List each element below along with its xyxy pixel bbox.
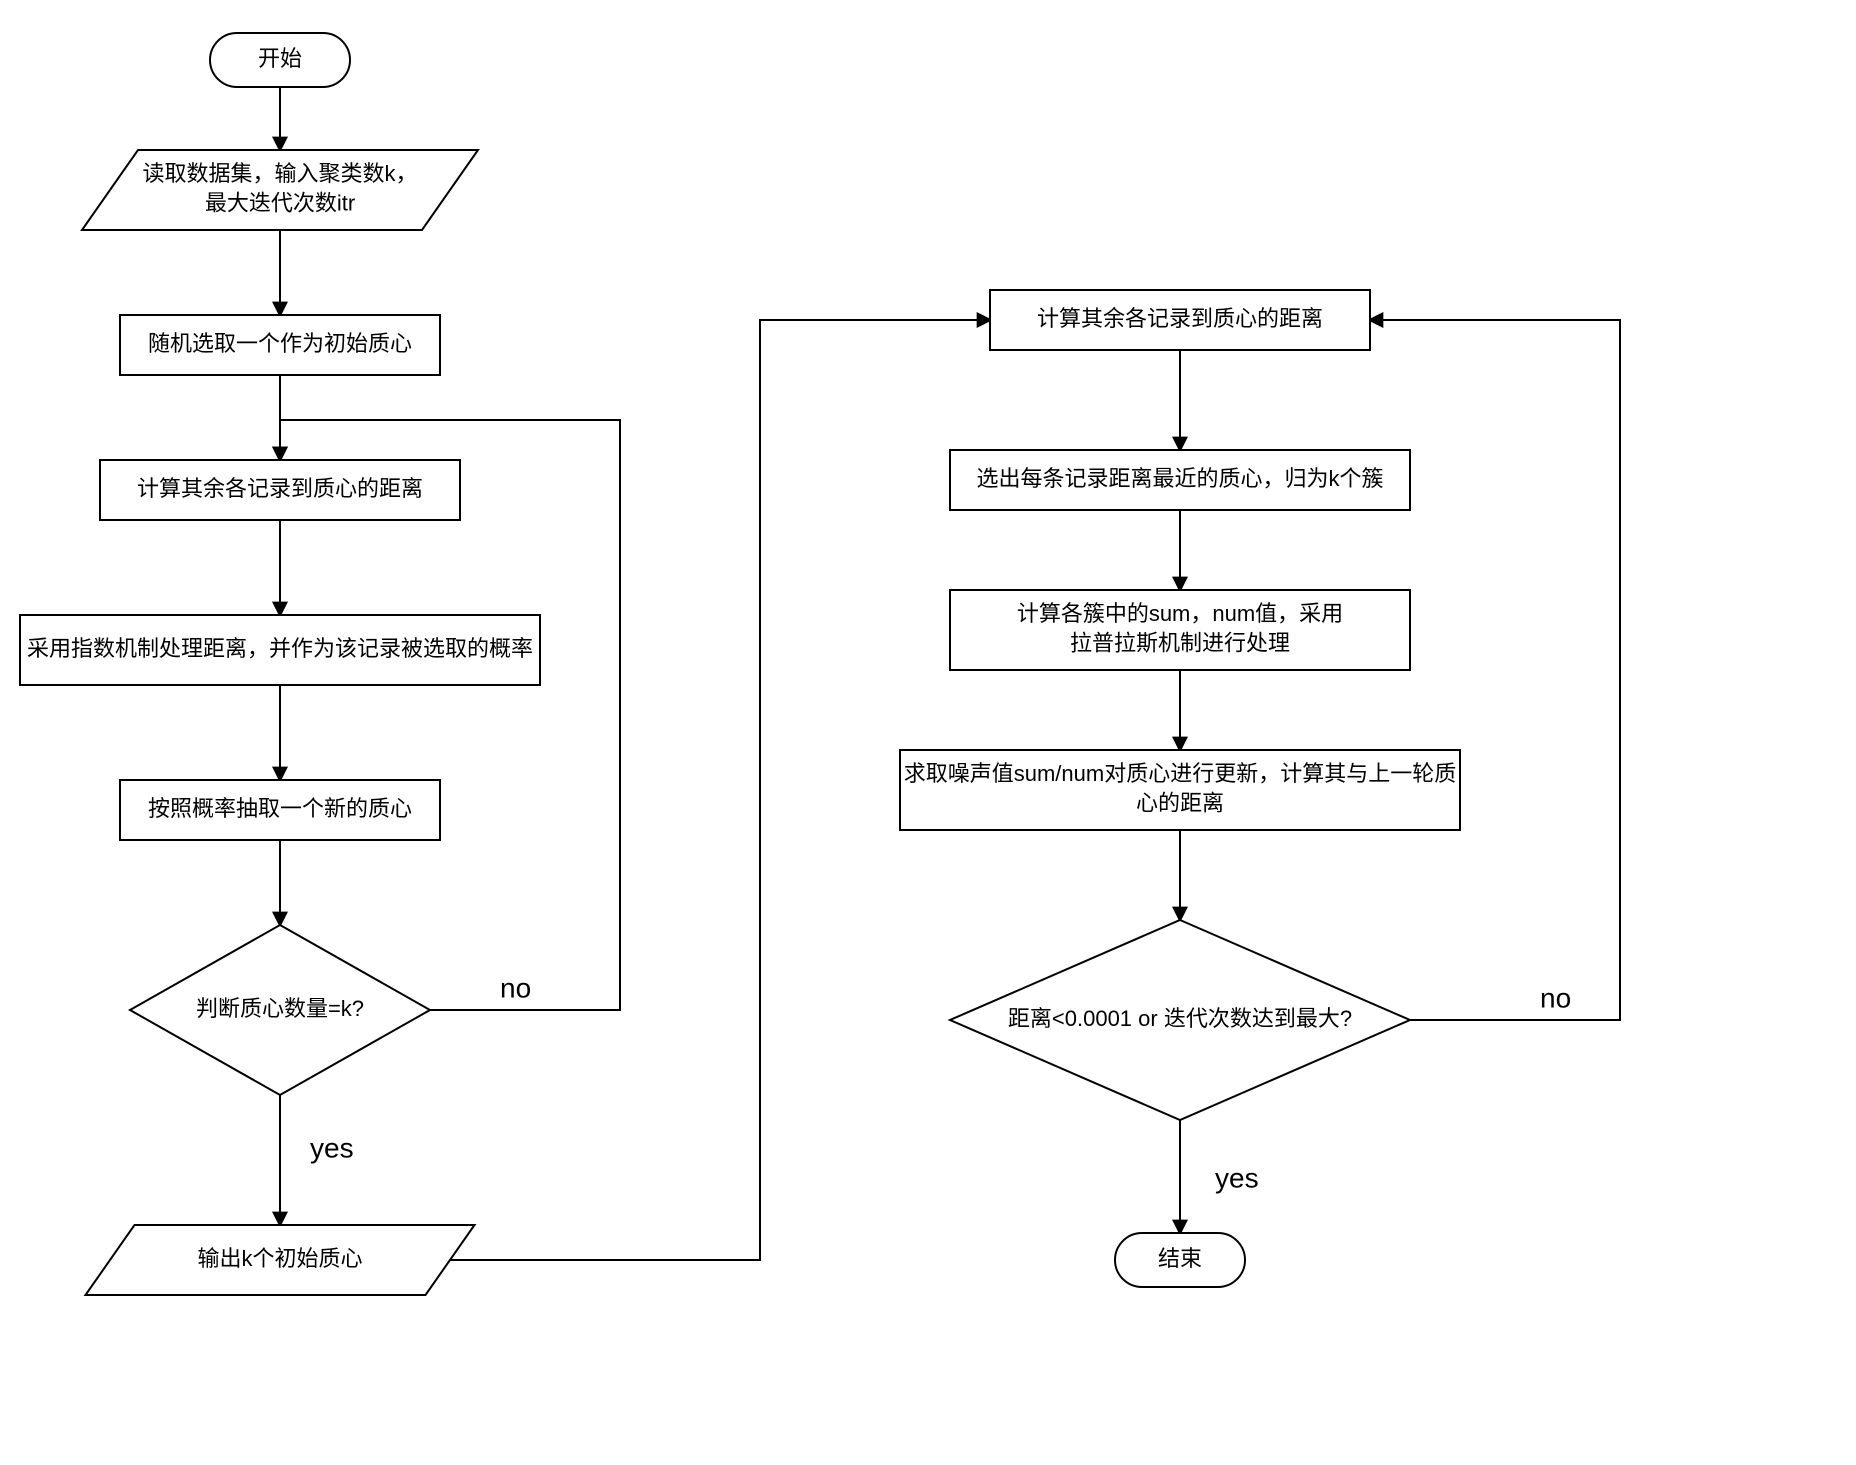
node-label: 拉普拉斯机制进行处理	[1070, 631, 1290, 656]
node-label: 计算其余各记录到质心的距离	[1037, 306, 1323, 331]
node-label: 计算各簇中的sum，num值，采用	[1017, 601, 1343, 626]
node-label: 判断质心数量=k?	[196, 996, 364, 1021]
node-label: 开始	[258, 46, 302, 71]
edge-label: yes	[310, 1132, 354, 1163]
node-label: 计算其余各记录到质心的距离	[137, 476, 423, 501]
edge-label: no	[1540, 982, 1571, 1013]
node-label: 按照概率抽取一个新的质心	[148, 796, 412, 821]
node-label: 最大迭代次数itr	[205, 191, 355, 216]
flowchart-canvas: yes no yes no 开始读取数据集，输入聚类数k， 最大迭代次数itr 随机选取一个…	[0, 0, 1856, 1465]
node-label: 输出k个初始质心	[197, 1246, 362, 1271]
edge-label: yes	[1215, 1162, 1259, 1193]
node-label: 心的距离	[1136, 791, 1224, 816]
node-label: 结束	[1158, 1246, 1202, 1271]
node-label: 随机选取一个作为初始质心	[148, 331, 412, 356]
node-label: 选出每条记录距离最近的质心，归为k个簇	[976, 466, 1383, 491]
edge-label: no	[500, 972, 531, 1003]
node-label: 采用指数机制处理距离，并作为该记录被选取的概率	[27, 636, 533, 661]
node-label: 读取数据集，输入聚类数k，	[142, 161, 417, 186]
node-label: 求取噪声值sum/num对质心进行更新，计算其与上一轮质	[904, 761, 1456, 786]
node-label: 距离<0.0001 or 迭代次数达到最大?	[1008, 1006, 1352, 1031]
